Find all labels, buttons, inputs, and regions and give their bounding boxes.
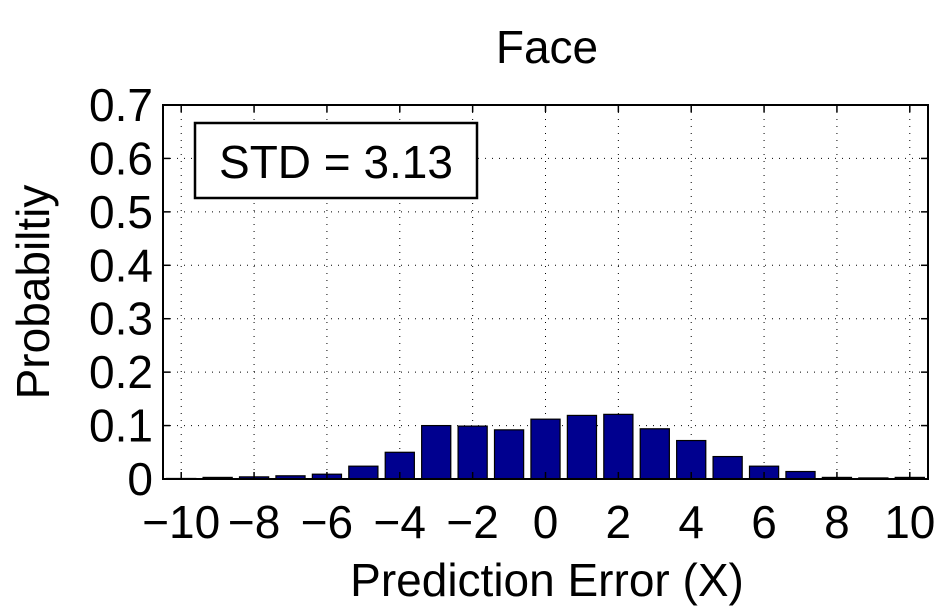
- bar: [712, 455, 743, 480]
- y-axis-label: Probabiltiy: [7, 185, 59, 400]
- bar: [457, 425, 488, 480]
- bar: [348, 465, 379, 480]
- bars: [166, 413, 925, 480]
- std-annotation: STD = 3.13: [193, 121, 479, 200]
- x-tick-label: 10: [884, 496, 935, 548]
- y-tick-label: 0: [127, 453, 153, 505]
- bar: [785, 470, 816, 480]
- bar: [603, 413, 634, 480]
- y-tick-label: 0.3: [89, 293, 153, 345]
- annotation-box: [193, 121, 479, 200]
- x-tick-label: 6: [751, 496, 777, 548]
- y-tick-label: 0.2: [89, 346, 153, 398]
- chart-title: Face: [496, 21, 598, 73]
- y-tick-label: 0.6: [89, 132, 153, 184]
- x-tick-labels: −10 −8 −6 −4 −2 0 2 4 6 8 10: [142, 496, 935, 548]
- y-tick-labels: 00.10.20.30.40.50.60.7: [89, 79, 153, 505]
- bar: [421, 424, 452, 480]
- bar: [493, 429, 525, 480]
- annotation-text: STD = 3.13: [219, 136, 453, 188]
- x-tick-label: −6: [301, 496, 353, 548]
- x-tick-label: −8: [228, 496, 280, 548]
- x-tick-label: 4: [678, 496, 704, 548]
- x-tick-label: −4: [374, 496, 426, 548]
- x-axis-label: Prediction Error (X): [350, 554, 744, 606]
- axis-ticks: [163, 104, 928, 480]
- bar: [639, 428, 670, 480]
- y-tick-label: 0.4: [89, 239, 153, 291]
- x-tick-label: 0: [533, 496, 559, 548]
- x-tick-label: −2: [446, 496, 498, 548]
- bar: [530, 418, 561, 480]
- bar: [566, 414, 598, 480]
- x-tick-label: 8: [824, 496, 850, 548]
- y-tick-label: 0.5: [89, 186, 153, 238]
- x-tick-label: −10: [142, 496, 220, 548]
- x-tick-label: 2: [606, 496, 632, 548]
- y-tick-label: 0.1: [89, 400, 153, 452]
- y-tick-label: 0.7: [89, 79, 153, 131]
